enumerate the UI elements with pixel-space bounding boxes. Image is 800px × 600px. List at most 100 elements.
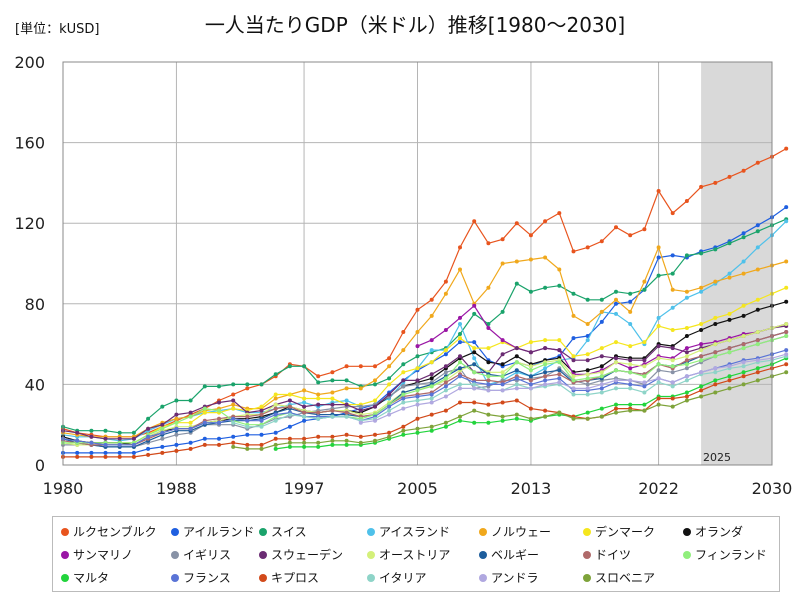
data-point [557, 283, 562, 288]
data-point [415, 402, 420, 407]
data-point [117, 436, 122, 441]
data-point [571, 392, 576, 397]
data-point [727, 317, 732, 322]
data-point [188, 440, 193, 445]
data-point [302, 436, 307, 441]
legend-label: オランダ [695, 525, 744, 539]
data-point [642, 358, 647, 363]
data-point [741, 303, 746, 308]
data-point [429, 376, 434, 381]
data-point [599, 364, 604, 369]
data-point [330, 396, 335, 401]
data-point [273, 402, 278, 407]
data-point [373, 432, 377, 437]
data-point [89, 440, 94, 445]
data-point [373, 382, 377, 387]
data-point [713, 366, 718, 371]
data-point [188, 446, 193, 451]
data-point [684, 390, 689, 395]
data-point [401, 396, 406, 401]
legend-item: アンドラ [479, 569, 539, 586]
data-point [146, 426, 151, 431]
data-point [614, 378, 618, 383]
data-point [443, 328, 448, 332]
data-point [259, 424, 264, 429]
data-point [443, 376, 448, 381]
data-point [543, 219, 548, 224]
data-point [330, 402, 335, 407]
data-point [458, 386, 462, 391]
data-point [599, 239, 604, 244]
data-point [628, 344, 633, 349]
data-point [628, 386, 633, 391]
data-point [670, 384, 675, 389]
data-point [670, 287, 675, 292]
data-point [784, 334, 789, 338]
data-point [188, 398, 193, 403]
data-point [344, 386, 349, 391]
series-line [63, 335, 787, 444]
data-point [373, 398, 377, 403]
data-point [458, 315, 462, 320]
data-point [429, 297, 434, 302]
legend-marker [683, 527, 691, 536]
data-point [642, 227, 647, 232]
data-point [557, 360, 562, 365]
data-point [231, 420, 236, 425]
data-point [458, 400, 462, 405]
data-point [784, 259, 789, 264]
data-point [302, 418, 307, 423]
data-point [741, 235, 746, 240]
data-point [614, 289, 618, 294]
data-point [684, 378, 689, 383]
data-point [543, 408, 548, 413]
data-point [741, 259, 746, 264]
data-point [642, 374, 647, 379]
data-point [387, 404, 392, 409]
legend-marker [367, 550, 375, 559]
legend-marker [171, 573, 179, 582]
data-point [287, 398, 292, 403]
series-1 [61, 205, 789, 455]
data-point [614, 402, 618, 407]
legend-label: ベルギー [491, 548, 540, 562]
data-point [528, 386, 533, 391]
data-point [684, 289, 689, 294]
data-point [486, 388, 491, 393]
data-point [316, 410, 321, 415]
data-point [599, 346, 604, 351]
legend-label: オーストリア [379, 548, 451, 562]
data-point [259, 412, 264, 417]
data-point [514, 382, 519, 387]
data-point [344, 378, 349, 383]
data-point [217, 408, 221, 413]
data-point [585, 386, 590, 391]
data-point [543, 378, 548, 383]
data-point [443, 279, 448, 284]
data-point [642, 364, 647, 369]
data-point [727, 241, 732, 246]
data-point [727, 386, 732, 391]
data-point [472, 408, 477, 413]
data-point [188, 420, 193, 425]
legend-label: アイルランド [183, 525, 255, 539]
data-point [670, 328, 675, 332]
series-line [62, 325, 787, 440]
data-point [472, 420, 477, 425]
y-tick-label: 80 [25, 295, 45, 314]
x-tick-label: 2022 [638, 479, 679, 498]
legend-label: イタリア [379, 571, 427, 585]
data-point [217, 420, 221, 425]
data-point [684, 394, 689, 399]
data-point [245, 414, 250, 419]
legend-marker [479, 527, 487, 536]
data-point [713, 382, 718, 387]
data-point [543, 374, 548, 379]
line-chart: 0 40 80 120 160 200 1980 1988 1997 2005 2013 2022 20… [14, 13, 792, 498]
data-point [373, 418, 377, 423]
data-point [614, 301, 618, 306]
data-point [202, 436, 207, 441]
data-point [656, 189, 661, 193]
data-point [486, 322, 491, 326]
data-point [330, 378, 335, 383]
